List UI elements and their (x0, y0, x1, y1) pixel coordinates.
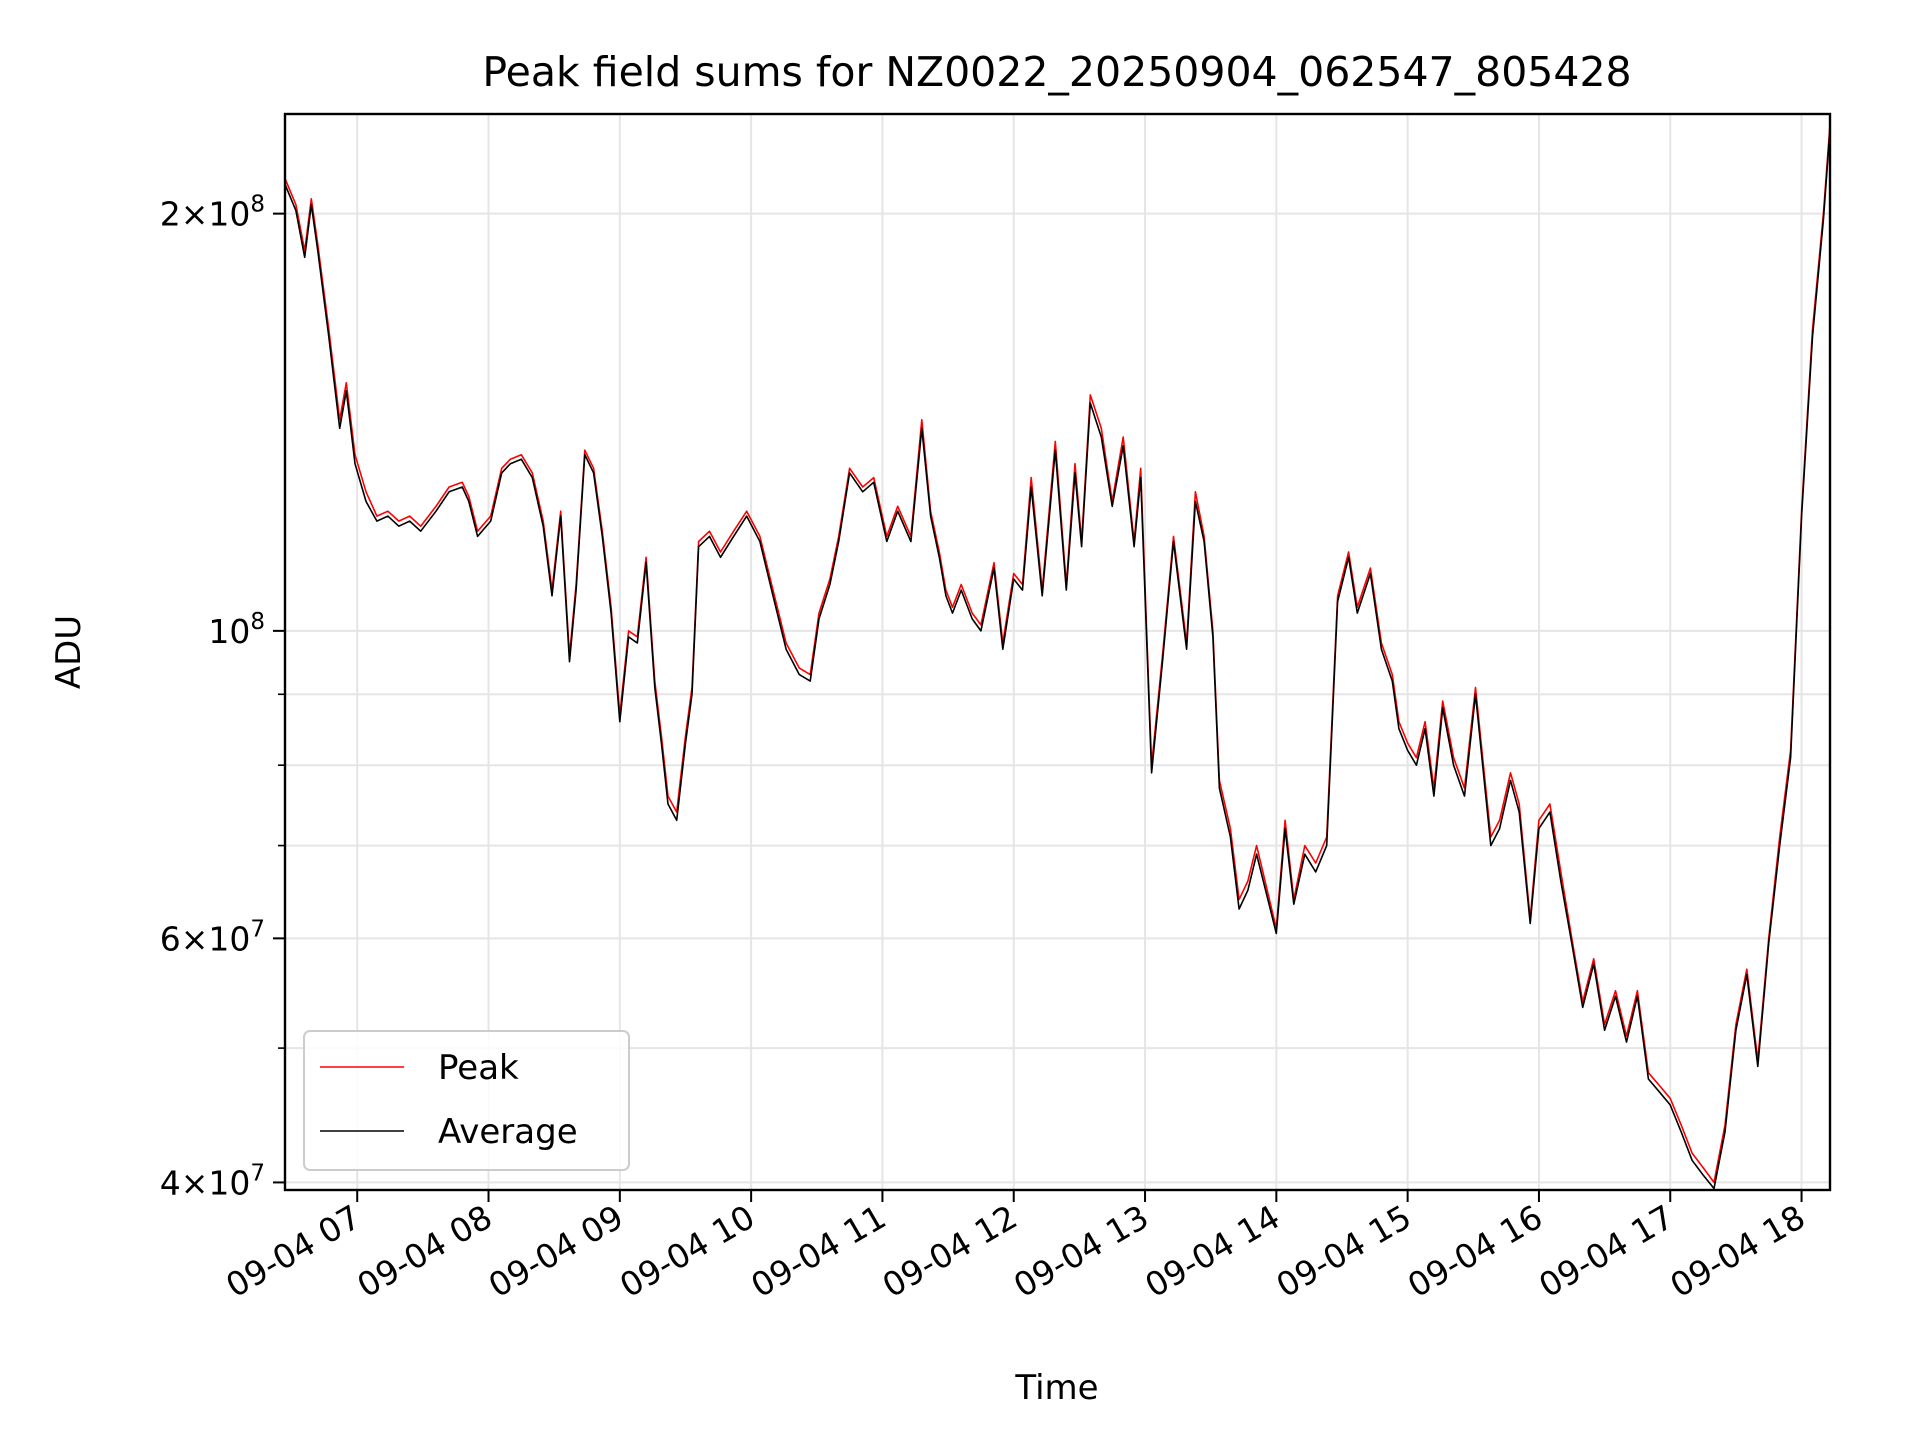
legend-peak-label: Peak (438, 1048, 519, 1088)
y-tick-label: 4×107 (160, 1160, 265, 1202)
series-lines (284, 124, 1831, 1190)
legend-average-label: Average (438, 1112, 578, 1152)
grid-lines (285, 114, 1830, 1190)
y-tick-label: 108 (208, 609, 265, 651)
legend: Peak Average (303, 1030, 630, 1171)
x-axis-label: Time (1014, 1368, 1098, 1408)
series-line-average (284, 129, 1831, 1190)
y-axis-ticks: 4×107 6×107 108 2×108 (160, 192, 285, 1202)
y-tick-label: 6×107 (160, 916, 265, 958)
y-axis-label: ADU (49, 615, 89, 689)
y-tick-label: 2×108 (160, 192, 265, 234)
plot-frame (283, 112, 1832, 1192)
legend-box (303, 1030, 630, 1171)
chart-title: Peak field sums for NZ0022_20250904_0625… (482, 48, 1631, 96)
